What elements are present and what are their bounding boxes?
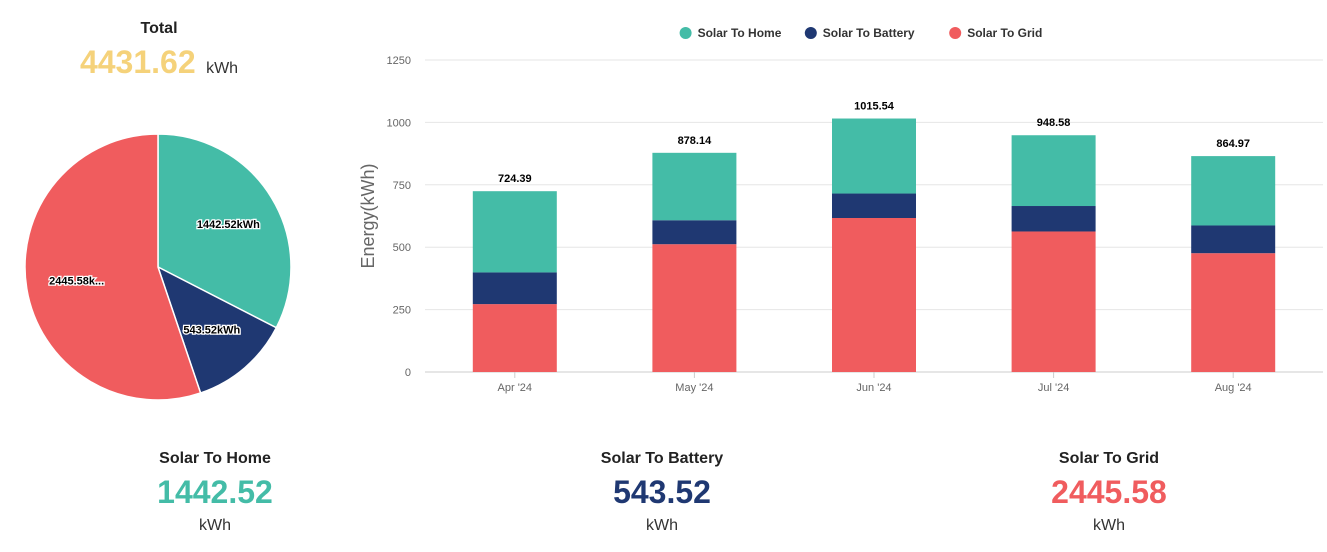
bar-segment — [472, 191, 557, 273]
bar-segment — [1011, 231, 1096, 372]
legend-marker — [804, 27, 817, 39]
total-line: 4431.62 kWh — [0, 44, 318, 81]
pie-slice-label: 2445.58k... — [49, 275, 104, 287]
x-tick-label: Jul '24 — [1038, 382, 1069, 394]
pie-slice — [156, 265, 278, 394]
x-tick-label: Jun '24 — [856, 382, 891, 394]
y-tick-label: 250 — [393, 305, 411, 317]
bar-total-label: 878.14 — [678, 135, 713, 147]
x-tick-label: Aug '24 — [1215, 382, 1252, 394]
bar-segment — [1011, 135, 1096, 207]
bar-segment — [832, 118, 916, 194]
summary-unit: kWh — [1093, 517, 1125, 534]
legend-label: Solar To Home — [698, 26, 782, 40]
bar-segment — [472, 272, 557, 305]
bar-total-label: 864.97 — [1216, 138, 1250, 150]
summary-value: 543.52 — [613, 474, 711, 510]
total-value: 4431.62 — [79, 44, 196, 80]
pie-slice — [24, 133, 202, 401]
summary-title: Solar To Home — [159, 450, 271, 467]
summary-title: Solar To Grid — [1058, 450, 1160, 467]
legend-marker — [949, 27, 962, 39]
bar-segment — [472, 304, 557, 372]
bar-segment — [1191, 253, 1276, 372]
bar-segment — [652, 152, 737, 221]
y-tick-label: 0 — [405, 367, 411, 379]
y-axis-label: Energy(kWh) — [358, 163, 378, 268]
summary-solar-to-home: Solar To Home 1442.52 kWh — [65, 450, 365, 535]
pie-slice-label: 543.52kWh — [183, 324, 240, 336]
total-title: Total — [140, 20, 178, 37]
pie-slice-label: 1442.52kWh — [197, 219, 260, 231]
bar-segment — [652, 220, 737, 245]
summary-solar-to-grid: Solar To Grid 2445.58 kWh — [959, 450, 1259, 535]
bar-segment — [1011, 206, 1096, 232]
pie-chart: 1442.52kWh 543.52kWh 2445.58k... — [24, 133, 292, 401]
bar-segment — [652, 244, 737, 372]
stacked-bar-chart: 0 250 500 750 1000 1250 Energy(kWh) 724.39 Apr '… — [358, 26, 1323, 394]
total-unit: kWh — [206, 60, 239, 77]
x-tick-label: May '24 — [675, 382, 713, 394]
summary-value: 2445.58 — [1051, 474, 1167, 510]
bar-total-label: 948.58 — [1037, 117, 1071, 129]
bar-segment — [832, 193, 916, 218]
y-tick-label: 750 — [393, 180, 411, 192]
total-panel: Total 4431.62 kWh — [0, 20, 318, 81]
bar-segment — [1191, 156, 1276, 226]
legend-label: Solar To Battery — [823, 26, 915, 40]
y-tick-label: 1000 — [387, 117, 411, 129]
summary-unit: kWh — [646, 517, 678, 534]
y-tick-label: 1250 — [387, 55, 411, 67]
y-tick-label: 500 — [393, 242, 411, 254]
bar-segment — [1191, 225, 1276, 254]
summary-solar-to-battery: Solar To Battery 543.52 kWh — [512, 450, 812, 535]
bar-total-label: 724.39 — [498, 173, 532, 185]
legend-marker — [679, 27, 692, 39]
x-tick-label: Apr '24 — [498, 382, 533, 394]
legend-label: Solar To Grid — [967, 26, 1042, 40]
bar-segment — [832, 217, 916, 372]
bar-total-label: 1015.54 — [854, 101, 895, 113]
summary-title: Solar To Battery — [600, 450, 724, 467]
summary-value: 1442.52 — [157, 474, 273, 510]
pie-slice — [157, 133, 292, 329]
summary-unit: kWh — [199, 517, 231, 534]
